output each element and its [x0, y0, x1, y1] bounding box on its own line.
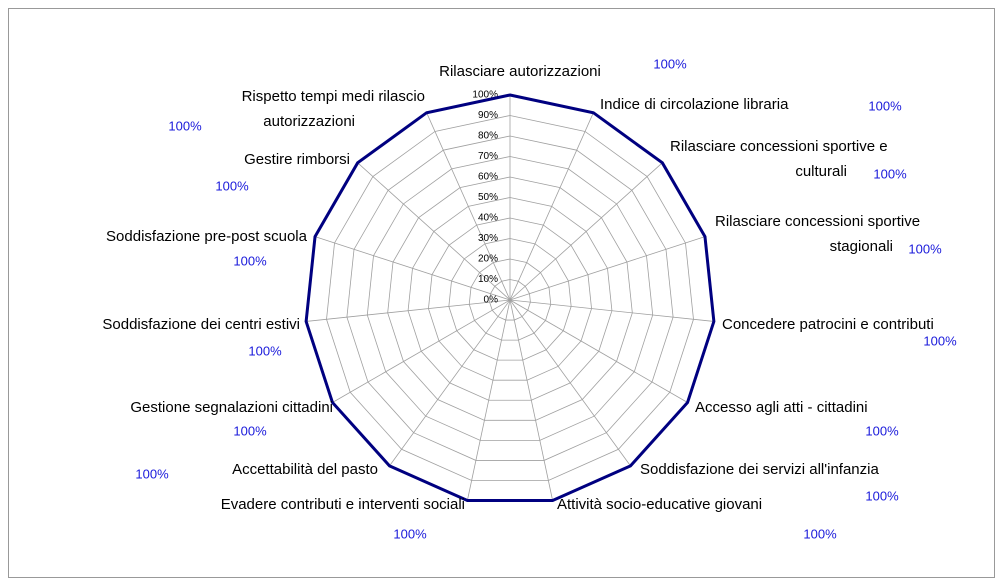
- value-label: 100%: [873, 166, 907, 181]
- category-label: Gestione segnalazioni cittadini: [130, 399, 333, 416]
- spoke: [357, 162, 511, 301]
- category-label: Indice di circolazione libraria: [600, 96, 789, 113]
- grid-ring: [489, 279, 531, 321]
- value-label: 100%: [865, 423, 899, 438]
- grid-ring: [428, 217, 592, 381]
- value-label: 100%: [233, 423, 267, 438]
- tick-label: 90%: [478, 110, 498, 121]
- category-label: Soddisfazione dei servizi all'infanzia: [640, 461, 879, 478]
- category-label: Rispetto tempi medi rilascio autorizzazio…: [242, 88, 425, 130]
- spoke: [509, 299, 631, 467]
- value-label: 100%: [168, 118, 202, 133]
- spoke: [389, 299, 511, 467]
- tick-label: 70%: [478, 151, 498, 162]
- value-label: 100%: [908, 241, 942, 256]
- grid-ring: [468, 258, 552, 341]
- spoke: [509, 162, 663, 301]
- tick-label: 100%: [472, 90, 498, 101]
- value-label: 100%: [868, 98, 902, 113]
- tick-label: 50%: [478, 192, 498, 203]
- category-label: Rilasciare concessioni sportive e cultura…: [670, 138, 888, 180]
- value-label: 100%: [923, 333, 957, 348]
- tick-label: 10%: [478, 274, 498, 285]
- chart-frame: [8, 8, 995, 578]
- spoke: [332, 299, 511, 403]
- spoke: [509, 299, 554, 501]
- spoke: [509, 236, 706, 301]
- category-label: Rilasciare autorizzazioni: [439, 63, 601, 80]
- value-label: 100%: [393, 526, 427, 541]
- value-label: 100%: [248, 343, 282, 358]
- tick-label: 0%: [484, 295, 499, 306]
- plot-area: 0%10%20%30%40%50%60%70%80%90%100%Rilasci…: [102, 56, 957, 541]
- spoke: [466, 299, 511, 501]
- grid-ring: [366, 156, 654, 441]
- value-label: 100%: [653, 56, 687, 71]
- spoke: [509, 299, 688, 403]
- category-label: Soddisfazione pre-post scuola: [106, 228, 308, 245]
- tick-label: 30%: [478, 233, 498, 244]
- category-label: Gestire rimborsi: [244, 151, 350, 168]
- spoke: [426, 112, 511, 301]
- category-label: Rilasciare concessioni sportive stagional…: [715, 213, 920, 255]
- grid-ring: [346, 135, 674, 461]
- spoke: [314, 236, 511, 301]
- category-label: Soddisfazione dei centri estivi: [102, 316, 300, 333]
- spoke: [306, 299, 511, 322]
- grid-ring: [448, 238, 572, 361]
- value-label: 100%: [215, 178, 249, 193]
- value-label: 100%: [233, 253, 267, 268]
- tick-label: 40%: [478, 213, 498, 224]
- grid-ring: [407, 197, 613, 401]
- value-label: 100%: [865, 488, 899, 503]
- category-label: Attività socio-educative giovani: [557, 496, 762, 513]
- spoke: [509, 299, 714, 322]
- spoke: [509, 112, 594, 301]
- grid-ring: [387, 176, 633, 421]
- category-label: Accettabilità del pasto: [232, 461, 378, 478]
- category-label: Evadere contributi e interventi sociali: [221, 496, 465, 513]
- category-label: Accesso agli atti - cittadini: [695, 399, 868, 416]
- grid-ring: [326, 115, 694, 481]
- radar-line: [304, 93, 716, 503]
- value-label: 100%: [135, 466, 169, 481]
- tick-label: 20%: [478, 254, 498, 265]
- category-label: Concedere patrocini e contributi: [722, 316, 934, 333]
- value-label: 100%: [803, 526, 837, 541]
- tick-label: 80%: [478, 131, 498, 142]
- tick-label: 60%: [478, 172, 498, 183]
